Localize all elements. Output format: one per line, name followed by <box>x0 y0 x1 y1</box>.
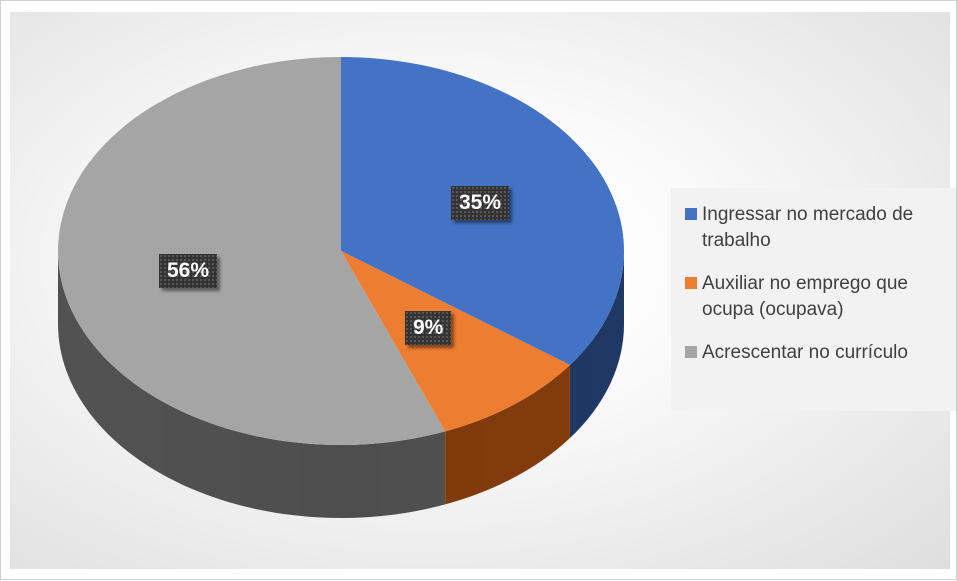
legend-swatch-blue <box>685 208 697 220</box>
legend-swatch-orange <box>685 277 697 289</box>
pie-side-shading <box>58 251 624 518</box>
legend-label: Acrescentar no currículo <box>702 342 908 363</box>
legend-item-ingressar: Ingressar no mercado de trabalho <box>685 202 948 254</box>
legend-item-acrescentar: Acrescentar no currículo <box>685 340 948 366</box>
legend-label: Auxiliar no emprego que ocupa (ocupava) <box>702 273 908 320</box>
pie-tops <box>57 57 624 445</box>
legend-label: Ingressar no mercado de trabalho <box>702 204 914 251</box>
pie-slice-acrescentar <box>57 57 446 445</box>
legend: Ingressar no mercado de trabalho Auxilia… <box>671 188 956 411</box>
data-label-auxiliar: 9% <box>405 311 452 345</box>
pie-sides <box>58 251 624 518</box>
pie-slice-auxiliar <box>341 251 570 432</box>
legend-item-auxiliar: Auxiliar no emprego que ocupa (ocupava) <box>685 271 948 323</box>
data-label-ingressar: 35% <box>451 186 510 220</box>
legend-swatch-gray <box>685 346 697 358</box>
data-label-acrescentar: 56% <box>159 254 218 288</box>
